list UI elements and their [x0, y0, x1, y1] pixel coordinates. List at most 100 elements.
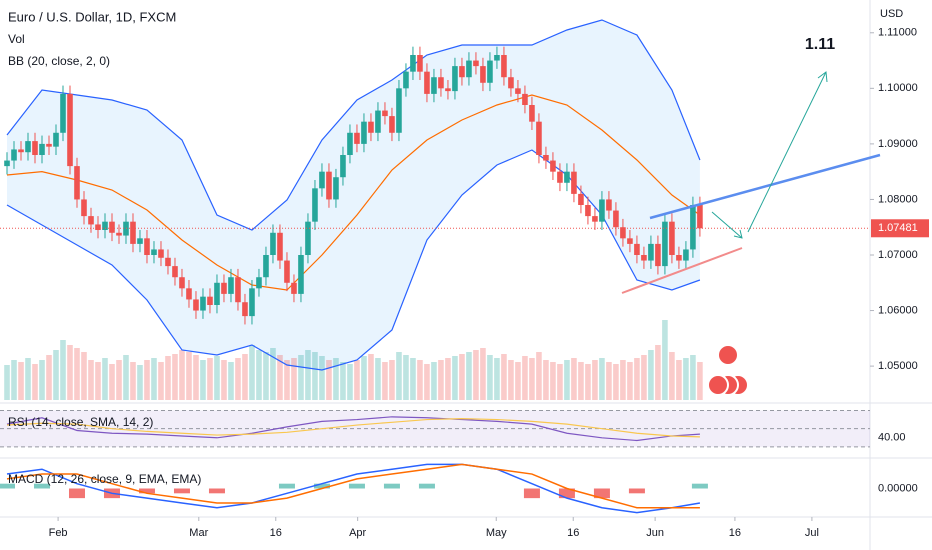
x-tick-label: Mar	[189, 527, 208, 539]
histogram-bar	[593, 488, 610, 499]
volume-bar	[669, 352, 675, 400]
candle-body	[368, 121, 374, 133]
volume-bar	[277, 355, 283, 400]
volume-bar	[410, 358, 416, 400]
candle-body	[396, 88, 402, 133]
candle-body	[74, 166, 80, 200]
indicator-label: Vol	[8, 32, 25, 46]
volume-bar	[466, 352, 472, 400]
volume-bar	[403, 355, 409, 400]
event-icon[interactable]	[717, 344, 739, 366]
y-tick-label: 1.11000	[878, 27, 917, 39]
candle-body	[641, 255, 647, 261]
candle-body	[151, 249, 157, 255]
candle-body	[648, 243, 654, 261]
volume-bar	[74, 348, 80, 400]
volume-bar	[648, 350, 654, 400]
candle-body	[410, 55, 416, 72]
candle-body	[445, 88, 451, 92]
volume-bar	[319, 356, 325, 400]
x-tick-label: May	[486, 527, 507, 539]
candle-body	[130, 221, 136, 244]
arrow-head	[733, 229, 743, 239]
volume-bar	[109, 364, 115, 400]
volume-bar	[417, 360, 423, 400]
candle-body	[417, 55, 423, 72]
candle-body	[599, 199, 605, 222]
volume-bar	[249, 345, 255, 400]
candle-body	[95, 224, 101, 230]
volume-bar	[389, 360, 395, 400]
volume-bar	[459, 354, 465, 400]
volume-bar	[445, 358, 451, 400]
volume-bar	[4, 365, 10, 400]
volume-bar	[571, 358, 577, 400]
candle-body	[627, 238, 633, 244]
volume-bar	[431, 362, 437, 400]
volume-bar	[368, 354, 374, 400]
candle-body	[487, 60, 493, 83]
volume-bar	[123, 355, 129, 400]
histogram-bar	[173, 488, 190, 494]
volume-bar	[32, 364, 38, 400]
candle-body	[284, 260, 290, 283]
volume-bar	[46, 355, 52, 400]
arrow-head	[817, 71, 828, 83]
candle-body	[501, 55, 507, 78]
volume-bar	[354, 360, 360, 400]
trend-line	[621, 247, 743, 294]
candle-body	[585, 205, 591, 217]
indicator-label: MACD (12, 26, close, 9, EMA, EMA)	[8, 472, 201, 486]
candle-body	[32, 141, 38, 155]
volume-bar	[165, 356, 171, 400]
candle-body	[53, 132, 59, 147]
volume-bar	[326, 360, 332, 400]
last-price-label: 1.07481	[878, 222, 918, 234]
x-tick-label: 16	[567, 527, 579, 539]
candle-body	[214, 282, 220, 305]
volume-bar	[522, 356, 528, 400]
candle-body	[60, 93, 66, 133]
volume-bar	[102, 358, 108, 400]
histogram-bar	[278, 483, 295, 489]
volume-bar	[291, 358, 297, 400]
candle-body	[39, 143, 45, 155]
candle-body	[452, 66, 458, 92]
candle-body	[249, 288, 255, 317]
candle-body	[67, 93, 73, 167]
candle-body	[256, 277, 262, 289]
y-tick-label: 1.08000	[878, 193, 918, 205]
volume-bar	[347, 364, 353, 400]
candle-body	[221, 282, 227, 294]
event-icon[interactable]	[707, 374, 729, 396]
volume-bar	[116, 360, 122, 400]
volume-bar	[529, 358, 535, 400]
volume-bar	[200, 360, 206, 400]
bb-line	[6, 94, 701, 291]
candle-body	[333, 177, 339, 200]
volume-bar	[361, 356, 367, 400]
volume-bar	[606, 362, 612, 400]
volume-bar	[508, 360, 514, 400]
volume-bar	[242, 354, 248, 400]
y-tick-label: 1.05000	[878, 360, 918, 372]
last-price-box	[871, 219, 929, 238]
volume-bar	[690, 355, 696, 400]
candle-body	[312, 188, 318, 222]
histogram-bar	[691, 483, 708, 489]
volume-bar	[186, 352, 192, 400]
indicator-label: BB (20, close, 2, 0)	[8, 54, 110, 68]
candle-body	[81, 199, 87, 217]
candle-body	[228, 277, 234, 294]
x-tick-label: Apr	[349, 527, 366, 539]
candle-body	[508, 77, 514, 89]
y-tick-label: 1.09000	[878, 138, 918, 150]
histogram-bar	[383, 483, 400, 489]
chart-title: Euro / U.S. Dollar, 1D, FXCM	[8, 9, 176, 24]
rsi-line	[6, 418, 700, 438]
y-tick-label: 40.00	[878, 432, 906, 444]
candle-body	[683, 249, 689, 261]
volume-bar	[18, 362, 24, 400]
volume-bar	[81, 352, 87, 400]
